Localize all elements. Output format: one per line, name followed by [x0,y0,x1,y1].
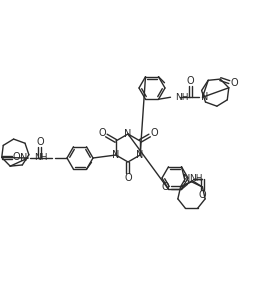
Text: O: O [161,182,169,192]
Text: N: N [182,174,190,184]
Text: N: N [112,150,119,160]
Text: O: O [124,173,131,183]
Text: O: O [230,78,237,88]
Text: N: N [201,92,208,102]
Text: O: O [98,128,105,138]
Text: O: O [13,153,21,162]
Text: N: N [124,129,131,139]
Text: O: O [150,128,157,138]
Text: O: O [36,137,44,147]
Text: NH: NH [189,174,202,183]
Text: N: N [136,150,143,160]
Text: N: N [20,153,27,163]
Text: NH: NH [34,153,48,162]
Text: O: O [186,76,194,86]
Text: NH: NH [175,93,188,102]
Text: O: O [198,190,205,200]
